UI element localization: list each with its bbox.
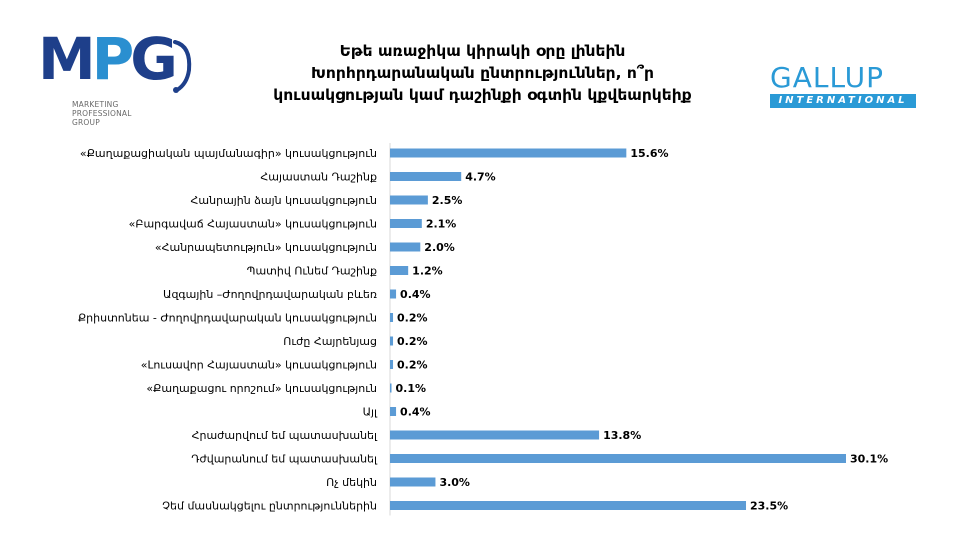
category-label: «Քաղաքացիական պայմանագիր» կուսակցություն <box>80 147 377 160</box>
mpg-subtitle-line: GROUP <box>72 118 100 127</box>
data-label: 30.1% <box>850 453 888 466</box>
mpg-letter-m: M <box>38 25 96 93</box>
category-label: Այլ <box>363 406 378 419</box>
bar <box>390 477 436 487</box>
bar <box>390 242 421 252</box>
mpg-letter-g: G <box>130 25 178 93</box>
category-label: «Քաղաքացու որոշում» կուսակցություն <box>146 382 377 395</box>
category-label: Ուժը Հայրենյաց <box>283 335 377 348</box>
bar <box>390 501 747 510</box>
category-label: Դժվարանում եմ պատասխանել <box>191 453 378 466</box>
data-label: 0.4% <box>400 288 431 301</box>
mpg-logo-letters: MPG <box>38 30 178 88</box>
bar <box>390 195 428 205</box>
headset-icon <box>173 40 192 93</box>
mpg-letter-p: P <box>91 25 134 93</box>
category-label: Հրաժարվում եմ պատասխանել <box>192 429 378 442</box>
bar <box>390 289 397 299</box>
bar <box>390 219 422 228</box>
chart-title-line: Խորհրդարանական ընտրություններ, ո՞ր <box>311 64 654 82</box>
category-label: «Բարգավաճ Հայաստան» կուսակցություն <box>129 218 377 231</box>
category-label: «Հանրապետություն» կուսակցություն <box>155 241 377 254</box>
data-label: 23.5% <box>750 500 788 513</box>
bar <box>390 313 394 322</box>
data-label: 13.8% <box>603 429 641 442</box>
bar <box>390 172 462 181</box>
category-label: «Լուսավոր Հայաստան» կուսակցություն <box>141 359 377 372</box>
category-label: Ոչ մեկին <box>326 476 377 489</box>
category-label: Պատիվ Ունեմ Դաշինք <box>247 265 377 278</box>
category-label: Ազգային –Ժողովրդավարական բևեռ <box>163 288 377 301</box>
data-label: 0.2% <box>397 312 428 325</box>
mpg-logo-subtitle: MARKETING PROFESSIONAL GROUP <box>72 100 132 127</box>
category-label: Չեմ մասնակցելու ընտրություններին <box>162 500 377 513</box>
bar <box>390 454 846 463</box>
data-label: 4.7% <box>465 171 496 184</box>
data-label: 0.2% <box>397 359 428 372</box>
data-label: 1.2% <box>412 265 443 278</box>
data-label: 15.6% <box>630 147 668 160</box>
bar <box>390 383 392 393</box>
bar <box>390 266 409 275</box>
bar <box>390 407 397 416</box>
gallup-logo: GALLUP INTERNATIONAL <box>770 64 916 108</box>
bar <box>390 360 394 369</box>
data-label: 2.0% <box>424 241 455 254</box>
mpg-logo: MPG MARKETING PROFESSIONAL GROUP <box>38 30 198 130</box>
gallup-logo-word: GALLUP <box>770 61 885 94</box>
bar <box>390 148 627 158</box>
bar <box>390 430 600 440</box>
data-label: 0.1% <box>396 382 427 395</box>
gallup-logo-sub: INTERNATIONAL <box>770 94 916 108</box>
category-label: Հայաստան Դաշինք <box>260 171 377 184</box>
category-label: Քրիստոնեա - Ժողովրդավարական կուսակցությո… <box>78 312 377 325</box>
chart-title: Եթե առաջիկա կիրակի օրը լինեին Խորհրդարան… <box>245 40 720 106</box>
data-label: 3.0% <box>439 476 470 489</box>
data-label: 2.5% <box>432 194 463 207</box>
category-label: Հանրային ձայն կուսակցություն <box>191 194 377 207</box>
data-label: 2.1% <box>426 218 457 231</box>
data-label: 0.2% <box>397 335 428 348</box>
data-label: 0.4% <box>400 406 431 419</box>
bar <box>390 336 394 346</box>
chart-title-line: կուսակցության կամ դաշինքի օգտին կքվեարկե… <box>273 86 692 104</box>
chart-title-line: Եթե առաջիկա կիրակի օրը լինեին <box>339 42 626 60</box>
mpg-subtitle-line: MARKETING <box>72 100 119 109</box>
mpg-subtitle-line: PROFESSIONAL <box>72 109 132 118</box>
